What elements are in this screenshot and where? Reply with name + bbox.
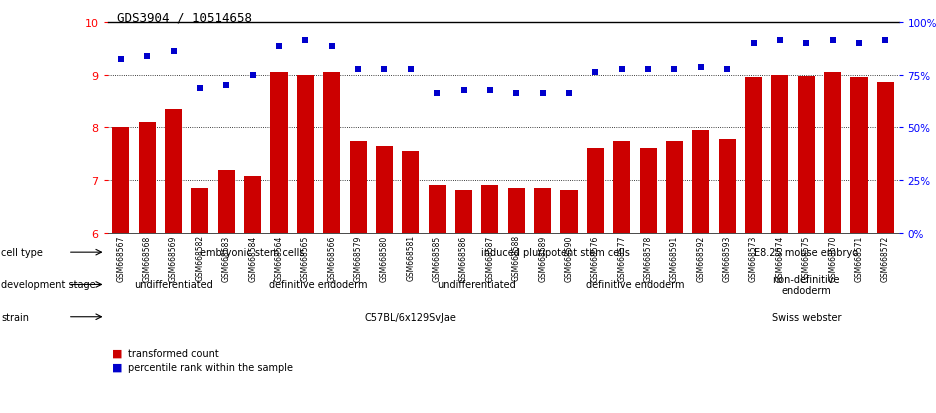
Bar xyxy=(507,189,525,233)
Bar xyxy=(639,149,657,233)
Bar xyxy=(745,78,762,233)
Text: development stage: development stage xyxy=(1,280,95,290)
Bar xyxy=(402,152,419,233)
Text: ■: ■ xyxy=(112,348,123,358)
Bar xyxy=(587,149,604,233)
Bar xyxy=(191,189,209,233)
Text: definitive endoderm: definitive endoderm xyxy=(270,280,368,290)
Bar xyxy=(693,131,709,233)
Text: strain: strain xyxy=(1,312,29,322)
Bar xyxy=(534,189,551,233)
Text: ■: ■ xyxy=(112,362,123,372)
Text: C57BL/6x129SvJae: C57BL/6x129SvJae xyxy=(365,312,457,322)
Bar xyxy=(665,141,683,233)
Bar xyxy=(771,75,788,233)
Text: Swiss webster: Swiss webster xyxy=(771,312,841,322)
Bar xyxy=(481,186,499,233)
Bar xyxy=(271,73,287,233)
Bar xyxy=(455,190,472,233)
Bar xyxy=(824,73,841,233)
Text: undifferentiated: undifferentiated xyxy=(134,280,212,290)
Bar xyxy=(244,176,261,233)
Bar xyxy=(376,147,393,233)
Bar xyxy=(851,78,868,233)
Bar xyxy=(165,109,183,233)
Text: cell type: cell type xyxy=(1,247,43,258)
Bar xyxy=(561,190,578,233)
Text: embryonic stem cells: embryonic stem cells xyxy=(200,247,305,258)
Bar xyxy=(139,123,155,233)
Text: definitive endoderm: definitive endoderm xyxy=(586,280,684,290)
Bar xyxy=(218,170,235,233)
Text: E8.25 mouse embryo: E8.25 mouse embryo xyxy=(754,247,858,258)
Bar xyxy=(797,76,815,233)
Text: percentile rank within the sample: percentile rank within the sample xyxy=(128,362,293,372)
Text: non-definitive
endoderm: non-definitive endoderm xyxy=(772,274,840,296)
Text: GDS3904 / 10514658: GDS3904 / 10514658 xyxy=(117,12,252,24)
Bar xyxy=(613,141,630,233)
Text: transformed count: transformed count xyxy=(128,348,219,358)
Bar xyxy=(349,141,367,233)
Text: undifferentiated: undifferentiated xyxy=(437,280,516,290)
Bar xyxy=(877,83,894,233)
Bar xyxy=(429,186,446,233)
Bar xyxy=(323,73,341,233)
Bar xyxy=(297,75,314,233)
Text: induced pluripotent stem cells: induced pluripotent stem cells xyxy=(481,247,630,258)
Bar xyxy=(112,128,129,233)
Bar xyxy=(719,140,736,233)
